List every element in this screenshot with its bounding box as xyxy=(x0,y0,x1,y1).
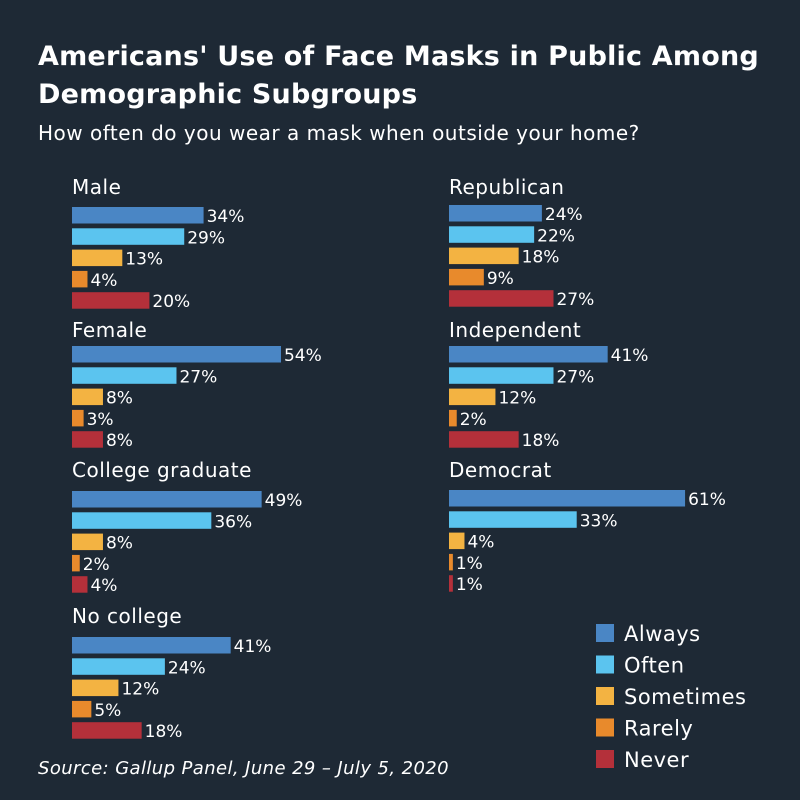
bar-never xyxy=(449,575,453,592)
bar-sometimes xyxy=(72,388,103,406)
bar-often xyxy=(72,367,177,384)
data-label-never: 4% xyxy=(90,576,117,596)
group-label: Republican xyxy=(449,175,564,199)
bar-sometimes xyxy=(449,388,496,406)
bar-often xyxy=(72,512,212,529)
data-label-sometimes: 18% xyxy=(522,248,560,268)
data-label-often: 22% xyxy=(537,226,575,246)
data-label-rarely: 3% xyxy=(87,410,114,430)
bar-never xyxy=(449,431,519,448)
group-independent: Independent 41% 27% 12% 2% 18% xyxy=(449,318,648,451)
data-label-sometimes: 4% xyxy=(467,533,494,553)
bar-never xyxy=(72,292,150,309)
legend-swatch-sometimes xyxy=(596,687,614,705)
source-note: Source: Gallup Panel, June 29 – July 5, … xyxy=(38,758,450,779)
data-label-always: 61% xyxy=(688,490,726,510)
bar-often xyxy=(72,228,185,245)
data-label-always: 41% xyxy=(611,346,649,366)
bar-never xyxy=(72,576,88,593)
bar-sometimes xyxy=(449,247,519,265)
bar-always xyxy=(449,346,608,363)
group-label: Female xyxy=(72,318,147,342)
data-label-rarely: 9% xyxy=(487,269,514,289)
data-label-sometimes: 12% xyxy=(498,389,536,409)
data-label-never: 18% xyxy=(145,722,183,742)
chart-subtitle: How often do you wear a mask when outsid… xyxy=(38,121,640,145)
data-label-always: 54% xyxy=(284,346,322,366)
group-label: Democrat xyxy=(449,458,552,482)
data-label-often: 24% xyxy=(168,658,206,678)
legend-swatch-never xyxy=(596,750,614,768)
legend-label-often: Often xyxy=(624,654,685,678)
group-label: Independent xyxy=(449,318,581,342)
data-label-rarely: 5% xyxy=(94,701,121,721)
bar-sometimes xyxy=(72,679,119,697)
chart-title: Americans' Use of Face Masks in Public A… xyxy=(38,41,759,110)
bar-never xyxy=(72,722,142,739)
bar-never xyxy=(449,290,554,307)
data-label-often: 27% xyxy=(179,367,217,387)
legend-swatch-rarely xyxy=(596,718,614,737)
data-label-always: 49% xyxy=(265,491,303,511)
group-no-college: No college 41% 24% 12%5% 18% xyxy=(72,604,271,742)
bar-rarely xyxy=(449,409,457,427)
data-label-sometimes: 8% xyxy=(106,389,133,409)
data-label-sometimes: 12% xyxy=(121,680,159,700)
group-label: College graduate xyxy=(72,458,252,482)
bar-always xyxy=(72,637,231,654)
bar-rarely xyxy=(449,553,453,571)
data-label-often: 29% xyxy=(187,228,225,248)
bar-rarely xyxy=(72,700,92,718)
bar-always xyxy=(449,490,686,507)
data-label-rarely: 1% xyxy=(456,554,483,574)
legend-label-always: Always xyxy=(624,622,701,646)
legend-swatch-always xyxy=(596,624,614,642)
data-label-sometimes: 8% xyxy=(106,534,133,554)
data-label-never: 27% xyxy=(556,290,594,310)
bar-rarely xyxy=(449,268,484,286)
bar-rarely xyxy=(72,409,84,427)
group-college-graduate: College graduate 49% 36% 8%2%4% xyxy=(72,458,302,596)
bar-often xyxy=(72,658,165,675)
data-label-sometimes: 13% xyxy=(125,250,163,270)
legend-swatch-often xyxy=(596,655,614,674)
group-male: Male 34%29% 13% 4% 20% xyxy=(72,175,244,312)
bar-rarely xyxy=(72,270,88,288)
data-label-never: 18% xyxy=(522,431,560,451)
bar-often xyxy=(449,226,535,243)
bar-rarely xyxy=(72,554,80,572)
group-label: Male xyxy=(72,175,121,199)
data-label-rarely: 4% xyxy=(90,271,117,291)
legend-label-rarely: Rarely xyxy=(624,717,693,741)
data-label-rarely: 2% xyxy=(83,555,110,575)
bar-always xyxy=(72,207,204,224)
data-label-always: 24% xyxy=(545,205,583,225)
data-label-never: 8% xyxy=(106,431,133,451)
bar-sometimes xyxy=(72,249,123,267)
bar-often xyxy=(449,511,577,528)
group-republican: Republican 24%22%18% 9% 27% xyxy=(449,175,594,310)
bar-often xyxy=(449,367,554,384)
data-label-often: 27% xyxy=(556,367,594,387)
legend: Always Often Sometimes Rarely Never xyxy=(596,622,746,772)
data-label-never: 1% xyxy=(456,575,483,595)
bar-sometimes xyxy=(449,532,465,550)
bar-always xyxy=(449,205,542,222)
group-label: No college xyxy=(72,604,182,628)
data-label-often: 33% xyxy=(580,511,618,531)
bar-never xyxy=(72,431,103,448)
data-label-never: 20% xyxy=(152,292,190,312)
data-label-always: 41% xyxy=(234,637,272,657)
data-label-always: 34% xyxy=(207,207,245,227)
bar-always xyxy=(72,491,262,508)
legend-label-sometimes: Sometimes xyxy=(624,685,746,709)
bar-always xyxy=(72,346,281,363)
group-female: Female 54% 27% 8%3%8% xyxy=(72,318,322,451)
data-label-often: 36% xyxy=(214,512,252,532)
bar-sometimes xyxy=(72,533,103,551)
data-label-rarely: 2% xyxy=(460,410,487,430)
legend-label-never: Never xyxy=(624,748,689,772)
